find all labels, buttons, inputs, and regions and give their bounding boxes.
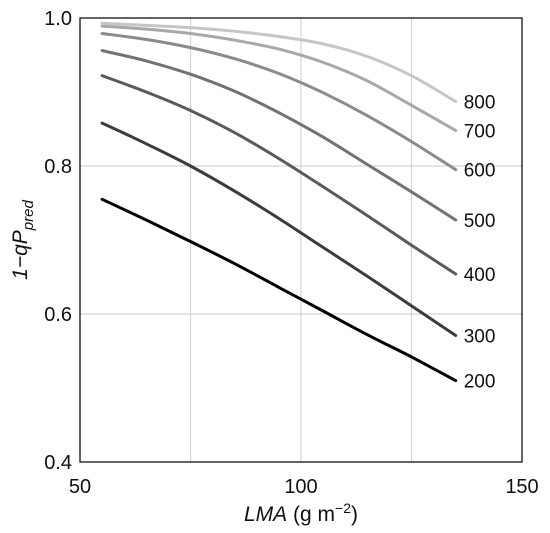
series-label-700: 700	[464, 121, 496, 142]
y-tick-label: 1.0	[44, 8, 72, 30]
series-line-800	[100, 21, 458, 104]
x-axis-label: LMA (g m−2)	[244, 500, 358, 526]
x-tick-label: 50	[69, 476, 91, 498]
series-labels: 800 700 600 500 400 300 200	[464, 93, 496, 393]
series-label-600: 600	[464, 161, 496, 182]
y-axis-label-prefix: 1−q	[9, 244, 32, 280]
series-line-500	[100, 49, 458, 222]
plot-frame	[79, 17, 523, 463]
x-axis-label-exponent: −2	[335, 500, 351, 516]
series-label-400: 400	[464, 265, 496, 286]
y-tick-label: 0.4	[44, 452, 72, 474]
x-tick-label: 150	[505, 476, 538, 498]
y-tick-label: 0.8	[44, 156, 72, 178]
tick-labels: 50 100 150 0.4 0.6 0.8 1.0	[44, 8, 539, 498]
x-axis-label-unit: (g m	[287, 503, 335, 526]
y-tick-label: 0.6	[44, 304, 72, 326]
series-layer	[100, 21, 458, 383]
series-line-600	[100, 32, 458, 172]
series-label-800: 800	[464, 93, 496, 114]
series-label-300: 300	[464, 326, 496, 347]
series-line-700	[100, 24, 458, 132]
y-axis-label-sub: pred	[20, 200, 37, 232]
series-label-500: 500	[464, 211, 496, 232]
series-label-200: 200	[464, 372, 496, 393]
x-axis-label-close: )	[351, 503, 358, 526]
grid-layer	[80, 18, 522, 462]
series-line-400	[100, 74, 458, 276]
x-axis-label-main: LMA	[244, 503, 287, 526]
x-tick-label: 100	[284, 476, 317, 498]
y-axis-label: 1−qPpred	[9, 200, 37, 280]
y-axis-label-main: P	[9, 230, 32, 244]
series-line-200	[100, 197, 458, 383]
series-line-300	[100, 121, 458, 337]
